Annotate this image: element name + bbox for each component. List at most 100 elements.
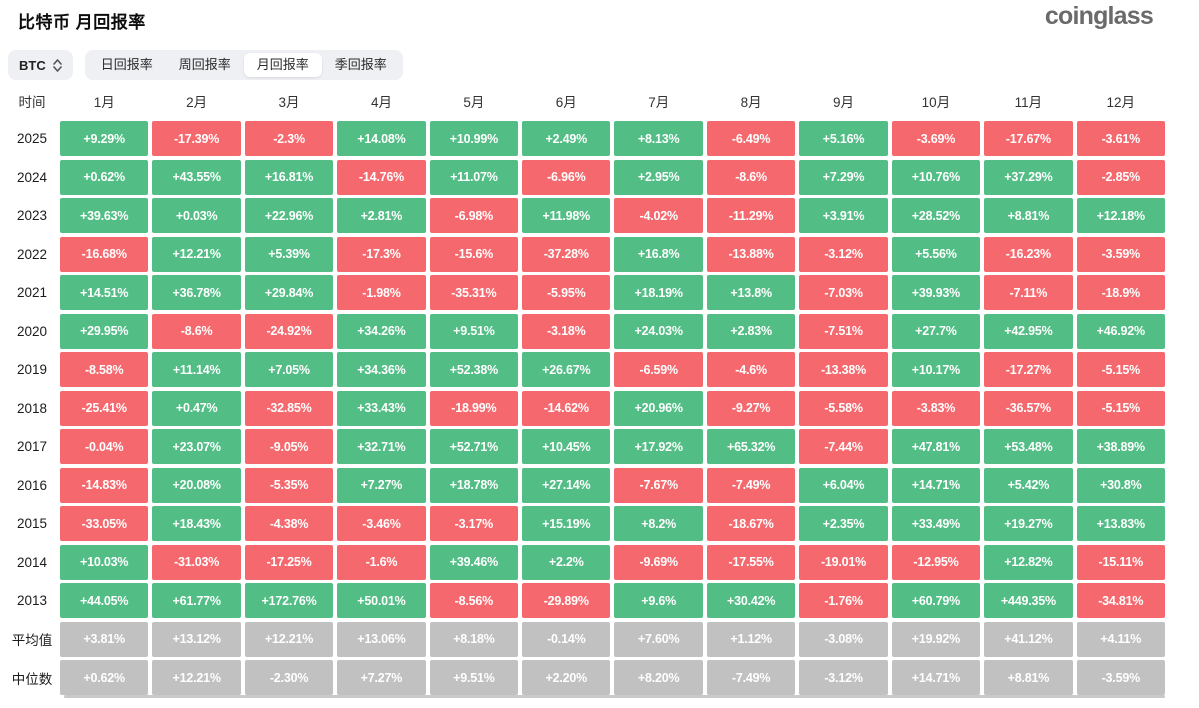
return-cell: -18.67%: [706, 506, 796, 541]
return-cell: -14.62%: [522, 390, 611, 426]
return-cell: +3.81%: [60, 621, 149, 657]
updown-chevron-icon: [52, 58, 62, 72]
return-cell: +3.91%: [799, 198, 888, 233]
return-cell: +24.03%: [614, 313, 703, 349]
return-cell: -2.85%: [1076, 159, 1165, 195]
return-cell: -6.98%: [429, 198, 519, 233]
return-cell: -9.05%: [244, 429, 334, 464]
return-cell: -18.9%: [1076, 275, 1165, 310]
return-cell: +22.96%: [244, 198, 334, 233]
return-cell: +39.46%: [429, 544, 519, 580]
return-cell: -16.68%: [60, 236, 149, 272]
return-cell: -6.96%: [522, 159, 611, 195]
return-cell: +36.78%: [152, 275, 241, 310]
return-cell: +449.35%: [984, 583, 1073, 618]
horizontal-scrollbar[interactable]: [64, 695, 1165, 698]
return-cell: -14.83%: [60, 467, 149, 503]
row-label: 2021: [16, 285, 48, 300]
column-header-time: 时间: [18, 95, 46, 110]
return-cell: +50.01%: [337, 583, 426, 618]
column-header-month-10: 10月: [921, 95, 951, 110]
return-cell: -13.88%: [706, 236, 796, 272]
coin-selector[interactable]: BTC: [8, 50, 73, 80]
return-cell: -29.89%: [522, 583, 611, 618]
return-cell: +172.76%: [244, 583, 334, 618]
return-cell: +13.12%: [152, 621, 241, 657]
return-cell: +18.43%: [152, 506, 241, 541]
row-label: 2016: [16, 477, 48, 493]
return-cell: +53.48%: [984, 429, 1073, 464]
return-cell: +34.36%: [337, 352, 426, 387]
return-cell: -3.18%: [522, 313, 611, 349]
return-cell: -7.49%: [706, 660, 796, 695]
return-cell: +12.18%: [1076, 198, 1165, 233]
return-cell: -35.31%: [429, 275, 519, 310]
return-cell: +9.51%: [429, 313, 519, 349]
return-cell: +52.38%: [429, 352, 519, 387]
return-cell: +65.32%: [706, 429, 796, 464]
return-cell: +16.81%: [244, 159, 334, 195]
row-label: 2024: [16, 169, 48, 185]
return-cell: +2.49%: [522, 121, 611, 156]
column-header-month-4: 4月: [370, 95, 392, 110]
return-cell: +10.99%: [429, 121, 519, 156]
return-cell: +28.52%: [891, 198, 981, 233]
return-cell: +11.14%: [152, 352, 241, 387]
return-cell: -3.61%: [1076, 121, 1165, 156]
return-cell: -34.81%: [1076, 583, 1165, 618]
return-cell: +1.12%: [706, 621, 796, 657]
return-cell: -36.57%: [984, 390, 1073, 426]
return-cell: +12.21%: [152, 660, 241, 695]
tab-period-1[interactable]: 周回报率: [178, 57, 231, 72]
return-cell: +8.18%: [429, 621, 519, 657]
return-cell: +18.78%: [429, 467, 519, 503]
column-header-month-6: 6月: [555, 95, 577, 110]
return-cell: +14.08%: [337, 121, 426, 156]
return-cell: -5.58%: [799, 390, 888, 426]
return-cell: +10.03%: [60, 544, 149, 580]
return-cell: -8.6%: [706, 159, 796, 195]
return-cell: +15.19%: [522, 506, 611, 541]
return-cell: +8.20%: [614, 660, 703, 695]
return-cell: +27.7%: [891, 313, 981, 349]
return-cell: -8.6%: [152, 313, 241, 349]
return-cell: -17.39%: [152, 121, 241, 156]
return-cell: +39.63%: [60, 198, 149, 233]
return-cell: -3.69%: [891, 121, 981, 156]
return-cell: +18.19%: [614, 275, 703, 310]
return-cell: -2.3%: [244, 121, 334, 156]
return-cell: -32.85%: [244, 390, 334, 426]
return-cell: -17.25%: [244, 544, 334, 580]
return-cell: -3.83%: [891, 390, 981, 426]
return-cell: +16.8%: [614, 236, 703, 272]
return-cell: -3.08%: [799, 621, 888, 657]
return-cell: +13.83%: [1076, 506, 1165, 541]
return-cell: +14.51%: [60, 275, 149, 310]
table-body: 2025 +9.29% -17.39% -2.3% +14.08% +10.99% +2.4…: [8, 121, 1165, 695]
return-cell: -5.15%: [1076, 352, 1165, 387]
return-cell: -7.67%: [614, 467, 703, 503]
tab-period-0[interactable]: 日回报率: [100, 57, 153, 72]
return-cell: +0.03%: [152, 198, 241, 233]
tab-period-3[interactable]: 季回报率: [334, 57, 387, 72]
return-cell: +9.6%: [614, 583, 703, 618]
return-cell: -8.58%: [60, 352, 149, 387]
return-cell: -24.92%: [244, 313, 334, 349]
return-cell: -3.46%: [337, 506, 426, 541]
table-header-row: 时间 1月 2月 3月 4月 5月 6月 7月 8月 9月 10月 11月 12月: [8, 88, 1165, 114]
return-cell: +19.92%: [891, 621, 981, 657]
tab-period-2[interactable]: 月回报率: [243, 53, 322, 77]
return-cell: +0.62%: [60, 660, 149, 695]
return-cell: +5.42%: [984, 467, 1073, 503]
return-cell: -12.95%: [891, 544, 981, 580]
return-cell: +30.42%: [706, 583, 796, 618]
return-cell: +8.2%: [614, 506, 703, 541]
return-cell: -3.59%: [1076, 236, 1165, 272]
return-cell: +7.27%: [337, 660, 426, 695]
return-cell: -3.17%: [429, 506, 519, 541]
return-cell: +11.07%: [429, 159, 519, 195]
return-cell: +29.95%: [60, 313, 149, 349]
return-cell: +9.51%: [429, 660, 519, 695]
column-header-month-8: 8月: [740, 95, 762, 110]
return-cell: +2.95%: [614, 159, 703, 195]
